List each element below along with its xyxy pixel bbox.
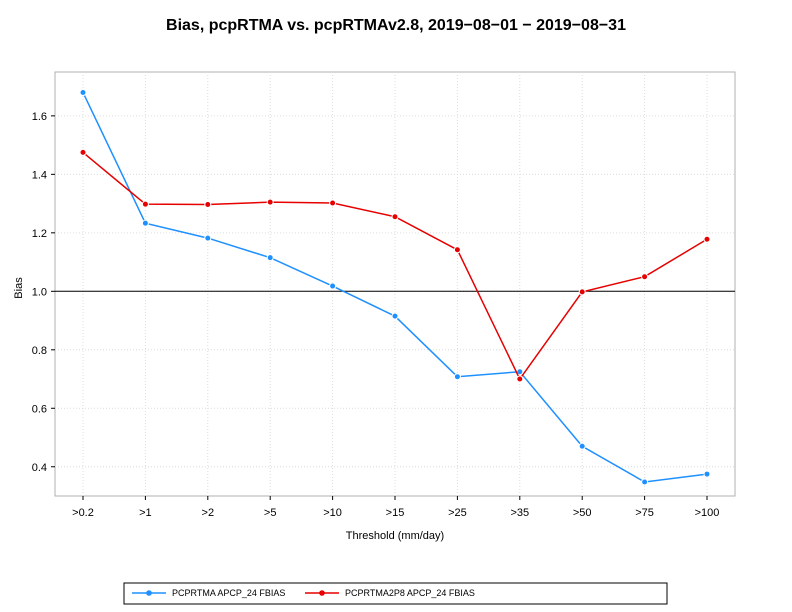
x-tick-label: >5 (264, 507, 277, 519)
x-tick-label: >25 (448, 507, 467, 519)
plot-area (54, 71, 736, 497)
legend-box (123, 582, 668, 605)
series-1-point (453, 373, 461, 381)
series-2-point (516, 375, 524, 383)
y-tick-label: 1.6 (32, 111, 47, 123)
x-tick-label: >1 (139, 507, 152, 519)
y-tick-label: 0.6 (32, 403, 47, 415)
x-tick-label: >35 (510, 507, 529, 519)
series-2-point (453, 246, 461, 254)
legend-swatch-marker-2 (319, 590, 325, 596)
series-1-point (391, 312, 399, 320)
y-axis-label: Bias (13, 277, 25, 299)
series-1-point (79, 88, 87, 96)
legend: PCPRTMA APCP_24 FBIAS PCPRTMA2P8 APCP_24… (123, 582, 668, 605)
chart-title: Bias, pcpRTMA vs. pcpRTMAv2.8, 2019−08−0… (166, 17, 626, 34)
y-tick-label: 1.4 (32, 169, 47, 181)
x-tick-label: >2 (202, 507, 215, 519)
y-axis: 0.4 0.6 0.8 1.0 1.2 1.4 1.6 (32, 111, 55, 474)
legend-label-2: PCPRTMA2P8 APCP_24 FBIAS (345, 588, 475, 598)
x-axis: >0.2 >1 >2 >5 >10 >15 >25 >35 >50 >75 >100 (72, 496, 719, 519)
y-tick-label: 1.2 (32, 228, 47, 240)
series-2-point (79, 148, 87, 156)
series-2-point (266, 198, 274, 206)
series-2-point (703, 235, 711, 243)
x-tick-label: >15 (386, 507, 405, 519)
series-1-point (266, 254, 274, 262)
series-2-point (204, 200, 212, 208)
series-2-point (641, 273, 649, 281)
series-1-point (703, 470, 711, 478)
series-2-point (391, 213, 399, 221)
series-2-point (141, 200, 149, 208)
series-1-point (578, 442, 586, 450)
series-group (79, 88, 711, 486)
series-1-point (141, 219, 149, 227)
x-tick-label: >50 (573, 507, 592, 519)
x-tick-label: >0.2 (72, 507, 94, 519)
y-tick-label: 0.8 (32, 345, 47, 357)
y-tick-label: 1.0 (32, 286, 47, 298)
series-2-point (329, 199, 337, 207)
series-2-point (578, 288, 586, 296)
x-tick-label: >10 (323, 507, 342, 519)
legend-label-1: PCPRTMA APCP_24 FBIAS (172, 588, 285, 598)
x-tick-label: >75 (635, 507, 654, 519)
x-tick-label: >100 (695, 507, 720, 519)
series-1-point (329, 282, 337, 290)
legend-swatch-marker-1 (146, 590, 152, 596)
y-tick-label: 0.4 (32, 462, 47, 474)
x-axis-label: Threshold (mm/day) (346, 530, 444, 542)
series-1-point (204, 234, 212, 242)
series-1-point (641, 478, 649, 486)
